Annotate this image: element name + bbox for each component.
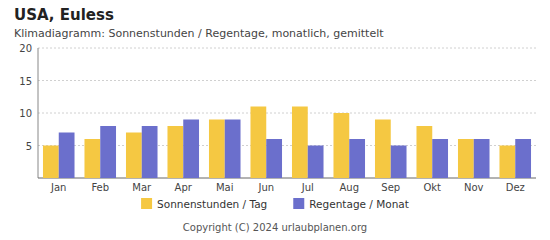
subtitle: Klimadiagramm: Sonnenstunden / Regentage… [14, 27, 384, 40]
bar [43, 146, 59, 179]
bars [43, 107, 531, 179]
legend: Sonnenstunden / Tag Regentage / Monat [141, 198, 409, 210]
x-tick-label: Jul [301, 182, 314, 193]
bar [499, 146, 515, 179]
bar [391, 146, 407, 179]
x-tick-label: Sep [381, 182, 400, 193]
grid-line [38, 48, 536, 49]
x-tick-label: Mar [132, 182, 152, 193]
grid-line [38, 113, 536, 114]
bar [292, 107, 308, 179]
bar [225, 120, 241, 179]
x-tick-label: Dez [506, 182, 525, 193]
y-tick-label: 15 [19, 76, 32, 87]
bar [375, 120, 391, 179]
x-tick-label: Mai [216, 182, 234, 193]
bar [515, 139, 531, 178]
chart: USA, Euless Klimadiagramm: Sonnenstunden … [0, 0, 550, 240]
legend-swatch [141, 198, 152, 209]
bar [349, 139, 365, 178]
bar [266, 139, 282, 178]
legend-label: Regentage / Monat [309, 198, 409, 210]
bar [209, 120, 225, 179]
y-tick-label: 5 [26, 141, 32, 152]
y-axis-line [38, 48, 39, 178]
title: USA, Euless [14, 6, 114, 24]
y-tick-label: 10 [19, 108, 32, 119]
x-tick-label: Nov [464, 182, 484, 193]
bar [84, 139, 100, 178]
bar [458, 139, 474, 178]
bar [416, 126, 432, 178]
x-tick-label: Aug [339, 182, 359, 193]
legend-label: Sonnenstunden / Tag [157, 198, 267, 210]
bar [432, 139, 448, 178]
x-tick-label: Apr [175, 182, 193, 193]
bar [308, 146, 324, 179]
bar [474, 139, 490, 178]
x-tick-label: Jan [50, 182, 66, 193]
y-tick-label: 20 [19, 43, 32, 54]
bar [126, 133, 142, 179]
bar [59, 133, 75, 179]
bar [183, 120, 199, 179]
x-tick-label: Feb [91, 182, 109, 193]
bar [100, 126, 116, 178]
legend-swatch [293, 198, 304, 209]
x-tick-label: Okt [423, 182, 441, 193]
footer: Copyright (C) 2024 urlaubplanen.org [183, 222, 367, 233]
grid-line [38, 80, 536, 81]
x-tick-label: Jun [257, 182, 274, 193]
bar [167, 126, 183, 178]
bar [333, 113, 349, 178]
bar [142, 126, 158, 178]
bar [250, 107, 266, 179]
